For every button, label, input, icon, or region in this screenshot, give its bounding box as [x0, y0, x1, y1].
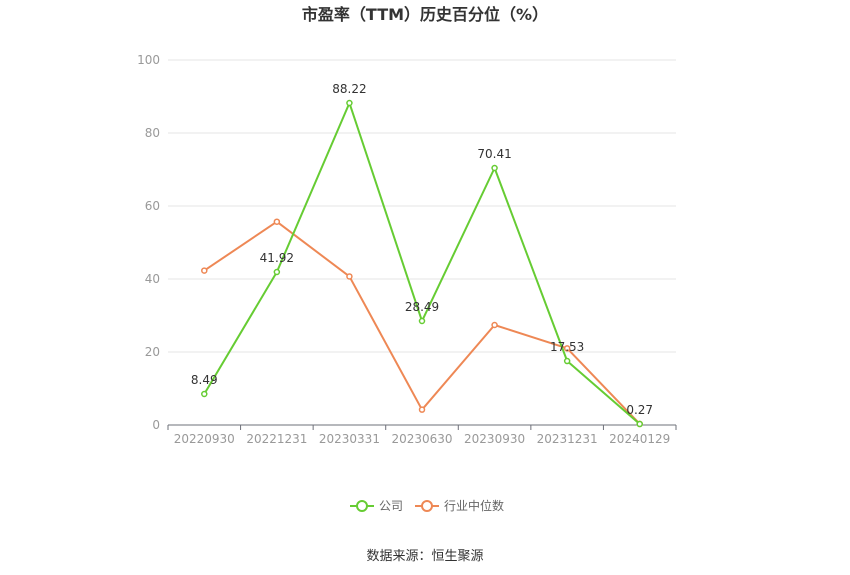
data-label: 17.53 [550, 340, 584, 354]
y-tick-label: 100 [137, 53, 160, 67]
data-point [201, 267, 208, 274]
legend-item-1[interactable]: 行业中位数 [415, 498, 504, 513]
y-tick-label: 20 [145, 345, 160, 359]
data-label: 0.27 [626, 403, 653, 417]
y-axis: 0 20 40 60 80 100 [137, 53, 160, 432]
series-layer: 8.49 41.92 88.22 28.49 70.41 17.53 0.27 [191, 82, 653, 428]
x-tick-label: 20230630 [391, 432, 452, 446]
data-point [346, 273, 353, 280]
x-axis: 20220930 20221231 20230331 20230630 20230930… [167, 424, 677, 446]
legend-label: 公司 [379, 499, 403, 513]
data-point [273, 218, 281, 225]
y-tick-label: 0 [152, 418, 160, 432]
x-tick-label: 20221231 [246, 432, 307, 446]
legend-marker [421, 500, 433, 512]
legend-label: 行业中位数 [444, 498, 504, 513]
x-tick-label: 20230930 [464, 432, 525, 446]
data-point [491, 321, 498, 329]
data-label: 8.49 [191, 373, 218, 387]
data-point [346, 99, 353, 107]
x-tick-label: 20231231 [537, 432, 598, 446]
data-point [201, 390, 208, 398]
chart-title: 市盈率（TTM）历史百分位（%） [302, 5, 548, 24]
data-point [491, 164, 498, 172]
data-point [563, 357, 571, 365]
series-0: 8.49 41.92 88.22 28.49 70.41 17.53 0.27 [191, 82, 653, 428]
grid [168, 59, 676, 353]
y-tick-label: 80 [145, 126, 160, 140]
data-point [636, 420, 643, 428]
data-label: 88.22 [332, 82, 366, 96]
legend-item-0[interactable]: 公司 [350, 499, 403, 513]
x-tick-label: 20230331 [319, 432, 380, 446]
series-1 [201, 218, 643, 428]
y-tick-label: 40 [145, 272, 160, 286]
data-label: 41.92 [260, 251, 294, 265]
x-tick-label: 20240129 [609, 432, 670, 446]
data-label: 70.41 [477, 147, 511, 161]
legend[interactable]: 公司 行业中位数 [350, 498, 504, 513]
data-point [418, 317, 426, 325]
y-tick-label: 60 [145, 199, 160, 213]
data-point [418, 406, 426, 413]
source-text: 数据来源：恒生聚源 [366, 549, 483, 564]
data-label: 28.49 [405, 300, 439, 314]
x-tick-label: 20220930 [174, 432, 235, 446]
data-point [563, 345, 571, 352]
legend-marker [356, 500, 368, 512]
data-point [273, 268, 281, 276]
